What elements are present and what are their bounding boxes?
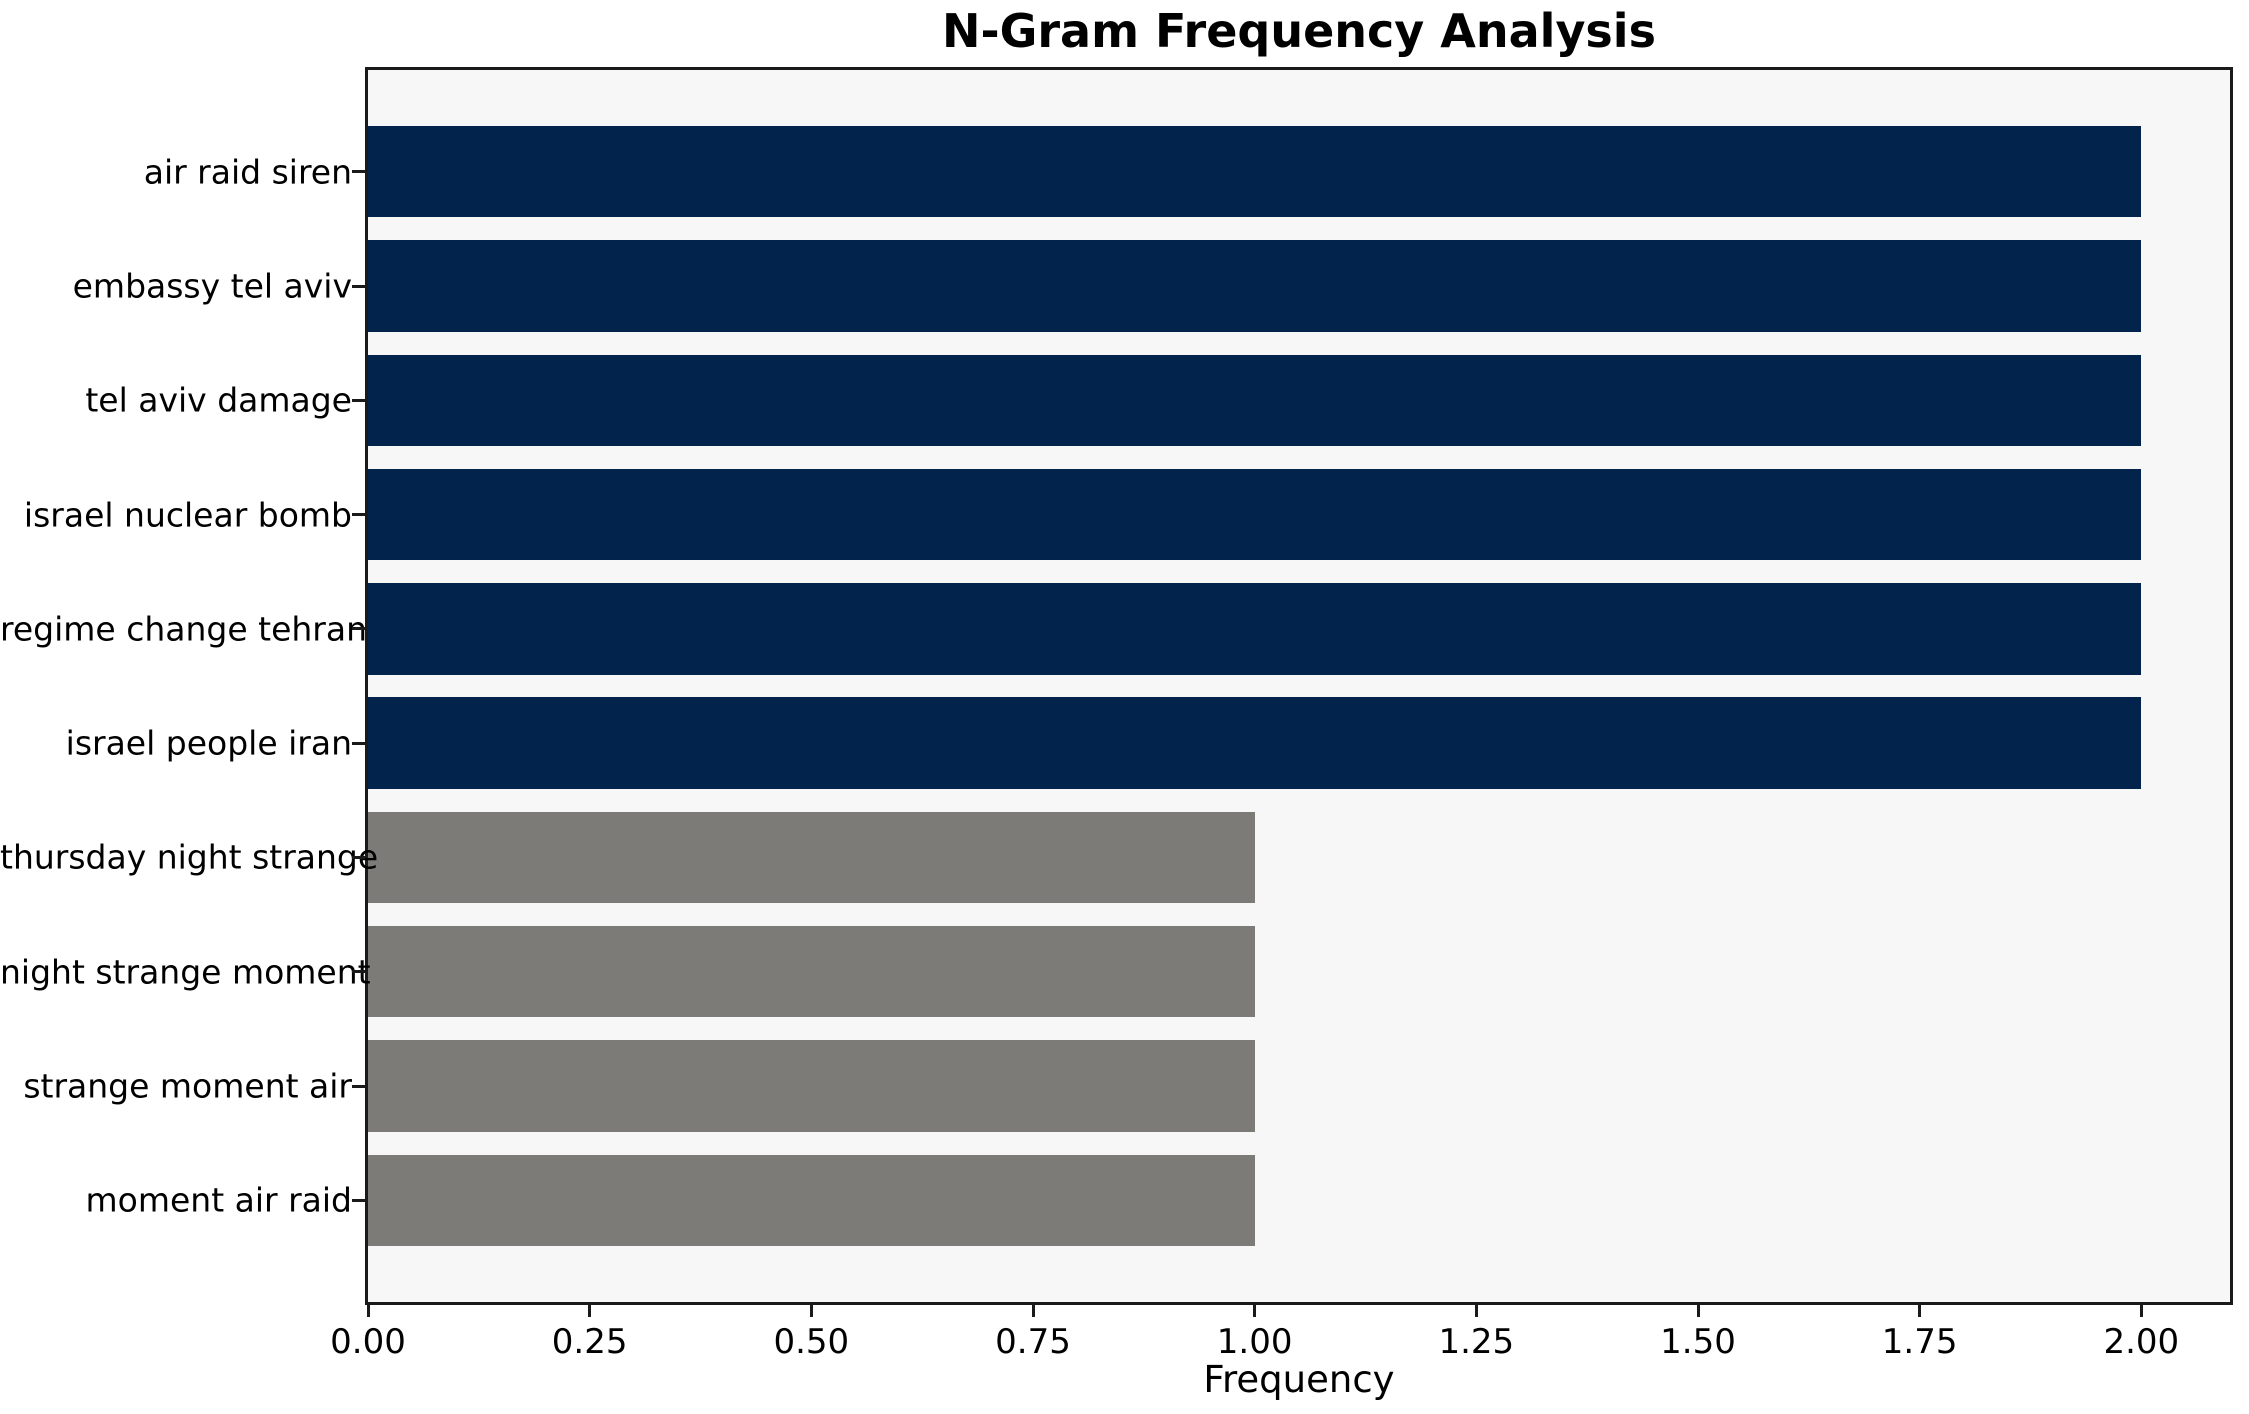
- y-tick-label: strange moment air: [23, 1066, 352, 1106]
- x-tick-label: 1.50: [1660, 1322, 1736, 1362]
- y-tick-label: israel people iran: [65, 723, 352, 763]
- bar: [368, 240, 2142, 332]
- x-tick-mark: [1918, 1305, 1922, 1317]
- x-axis-label: Frequency: [1203, 1358, 1395, 1401]
- x-tick-label: 1.75: [1881, 1322, 1958, 1362]
- x-tick-mark: [1253, 1305, 1257, 1317]
- x-tick-mark: [1474, 1305, 1478, 1317]
- bar: [368, 1154, 1255, 1246]
- y-tick-mark: [352, 170, 365, 174]
- x-tick-mark: [809, 1305, 813, 1317]
- bar: [368, 468, 2142, 561]
- x-tick-label: 0.00: [330, 1322, 406, 1362]
- x-tick-label: 0.50: [773, 1322, 850, 1362]
- bar: [368, 697, 2142, 789]
- x-tick-mark: [366, 1305, 370, 1317]
- bar: [368, 354, 2142, 446]
- bar: [368, 926, 1255, 1018]
- y-tick-mark: [352, 970, 365, 974]
- y-tick-mark: [352, 513, 365, 517]
- y-tick-label: moment air raid: [85, 1180, 352, 1220]
- y-tick-mark: [352, 1084, 365, 1088]
- x-tick-label: 0.25: [551, 1322, 628, 1362]
- bar: [368, 811, 1255, 904]
- bar: [368, 126, 2142, 218]
- y-tick-mark: [352, 398, 365, 402]
- y-tick-mark: [352, 627, 365, 631]
- x-tick-mark: [2139, 1305, 2143, 1317]
- y-tick-label: embassy tel aviv: [72, 266, 352, 306]
- chart-title: N-Gram Frequency Analysis: [942, 4, 1656, 58]
- y-tick-label: thursday night strange: [0, 837, 379, 877]
- x-tick-label: 0.75: [995, 1322, 1071, 1362]
- y-tick-label: tel aviv damage: [85, 380, 352, 420]
- x-tick-label: 1.00: [1216, 1322, 1293, 1362]
- x-tick-label: 2.00: [2103, 1322, 2180, 1362]
- y-tick-label: air raid siren: [143, 152, 352, 192]
- bar: [368, 1040, 1255, 1132]
- y-tick-label: regime change tehran: [0, 609, 367, 649]
- y-tick-mark: [352, 1198, 365, 1202]
- y-tick-mark: [352, 855, 365, 859]
- y-tick-label: israel nuclear bomb: [23, 495, 352, 535]
- y-tick-mark: [352, 741, 365, 745]
- x-tick-mark: [1696, 1305, 1700, 1317]
- x-tick-label: 1.25: [1438, 1322, 1515, 1362]
- bar: [368, 583, 2142, 675]
- x-tick-mark: [588, 1305, 592, 1317]
- y-tick-mark: [352, 284, 365, 288]
- x-tick-mark: [1031, 1305, 1035, 1317]
- y-tick-label: night strange moment: [0, 952, 371, 992]
